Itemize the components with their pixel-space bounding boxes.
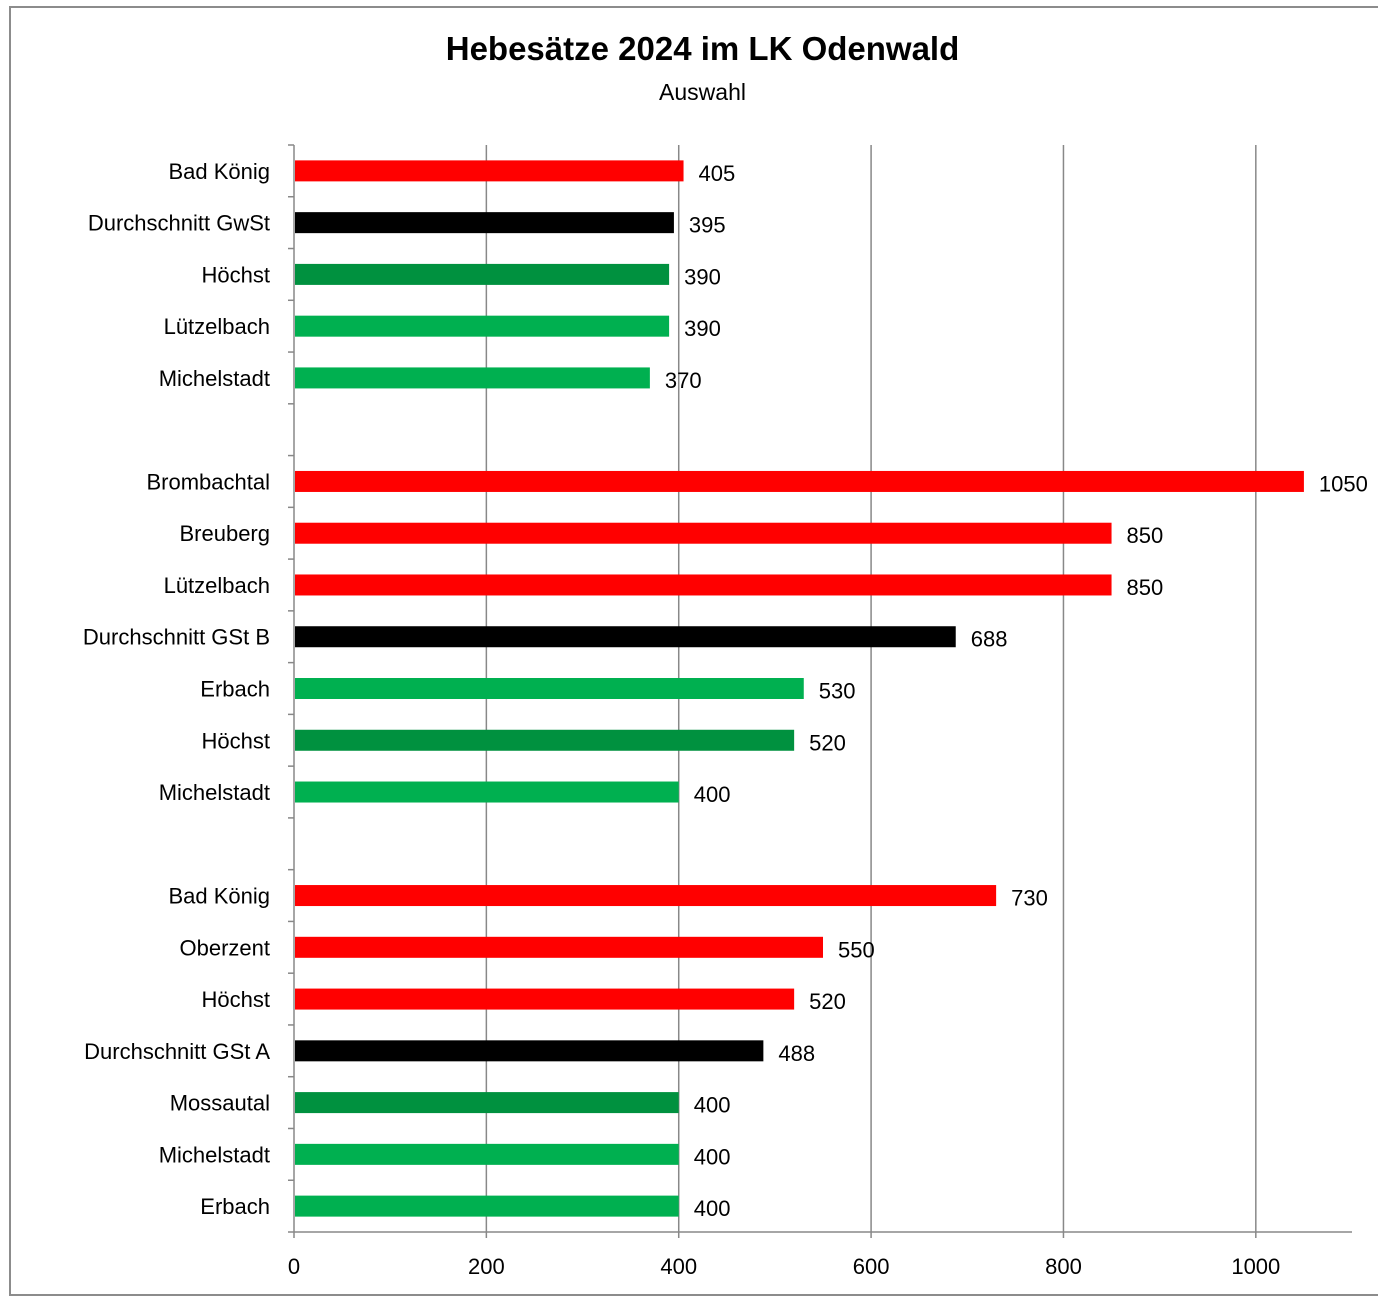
bar <box>295 574 1112 596</box>
x-tick-label: 400 <box>660 1254 697 1279</box>
category-label: Höchst <box>202 728 270 753</box>
bar <box>295 1195 679 1217</box>
category-label: Bad König <box>168 884 270 909</box>
bar <box>295 729 795 751</box>
chart-subtitle: Auswahl <box>659 79 746 105</box>
category-label: Brombachtal <box>146 469 270 494</box>
category-label: Bad König <box>168 159 270 184</box>
data-label: 400 <box>694 1196 731 1221</box>
category-label: Erbach <box>200 1194 270 1219</box>
data-label: 370 <box>665 368 702 393</box>
bar <box>295 678 804 699</box>
data-label: 1050 <box>1319 471 1368 496</box>
x-tick-label: 800 <box>1045 1254 1082 1279</box>
bar <box>295 885 997 907</box>
category-label: Michelstadt <box>159 1142 270 1167</box>
bar <box>295 212 674 234</box>
data-label: 405 <box>699 161 736 186</box>
bar <box>295 160 684 182</box>
data-label: 688 <box>971 627 1008 652</box>
bar <box>295 263 670 285</box>
category-label: Durchschnitt GSt B <box>83 625 270 650</box>
bar <box>295 626 956 648</box>
chart-title: Hebesätze 2024 im LK Odenwald <box>445 30 960 67</box>
data-label: 850 <box>1127 523 1164 548</box>
category-label: Oberzent <box>180 935 271 960</box>
category-label: Lützelbach <box>164 314 270 339</box>
category-label: Höchst <box>202 262 270 287</box>
bar <box>295 988 795 1010</box>
data-label: 390 <box>684 316 721 341</box>
data-label: 488 <box>778 1041 815 1066</box>
data-label: 400 <box>694 1093 731 1118</box>
data-label: 530 <box>819 679 856 704</box>
data-label: 400 <box>694 1144 731 1169</box>
data-label: 400 <box>694 782 731 807</box>
data-label: 390 <box>684 264 721 289</box>
bar <box>295 936 823 958</box>
category-label: Lützelbach <box>164 573 270 598</box>
bar <box>295 367 650 389</box>
x-tick-label: 600 <box>853 1254 890 1279</box>
category-label: Mossautal <box>170 1091 270 1116</box>
category-label: Michelstadt <box>159 780 270 805</box>
bar <box>295 781 679 803</box>
bar <box>295 1040 764 1062</box>
x-tick-label: 0 <box>288 1254 300 1279</box>
category-label: Erbach <box>200 677 270 702</box>
x-tick-label: 1000 <box>1231 1254 1280 1279</box>
bar <box>295 522 1112 544</box>
category-label: Durchschnitt GwSt <box>88 211 270 236</box>
category-label: Michelstadt <box>159 366 270 391</box>
category-label: Höchst <box>202 987 270 1012</box>
chart-frame <box>9 6 1378 1296</box>
bar <box>295 1143 679 1165</box>
data-label: 395 <box>689 213 726 238</box>
category-label: Durchschnitt GSt A <box>84 1039 270 1064</box>
data-label: 850 <box>1127 575 1164 600</box>
bar <box>295 1092 679 1114</box>
data-label: 520 <box>809 989 846 1014</box>
category-label: Breuberg <box>179 521 270 546</box>
data-label: 520 <box>809 730 846 755</box>
bar <box>295 315 670 337</box>
data-label: 730 <box>1011 886 1048 911</box>
x-tick-label: 200 <box>468 1254 505 1279</box>
bar <box>295 470 1304 492</box>
data-label: 550 <box>838 937 875 962</box>
